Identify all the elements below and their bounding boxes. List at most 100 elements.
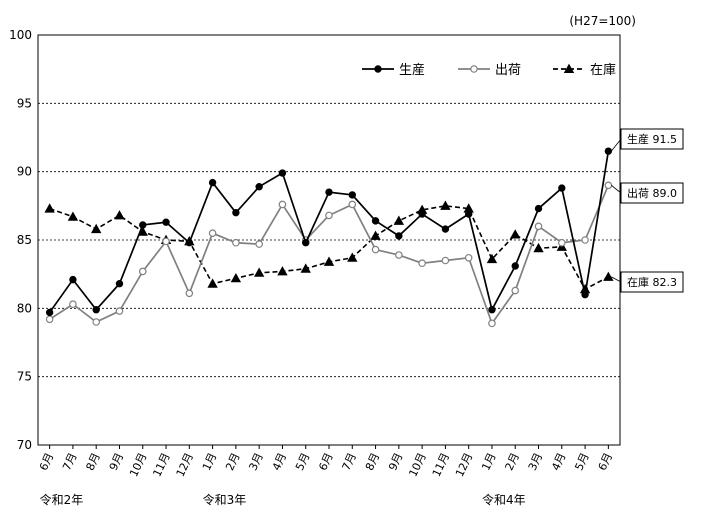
callout-leader <box>611 185 622 194</box>
y-tick-label: 80 <box>17 301 32 315</box>
data-point <box>488 306 496 314</box>
legend-marker <box>470 65 478 73</box>
x-tick-label: 4月 <box>270 451 289 473</box>
legend-label: 生産 <box>399 62 425 78</box>
y-tick-label: 90 <box>17 165 32 179</box>
data-point <box>162 237 170 246</box>
data-point <box>277 266 288 276</box>
data-point <box>440 200 451 210</box>
data-point <box>115 307 124 315</box>
x-tick-label: 10月 <box>406 451 428 479</box>
data-point <box>533 242 544 253</box>
data-point <box>325 188 333 196</box>
data-point <box>534 204 543 213</box>
data-point <box>395 232 403 240</box>
data-point <box>603 271 614 281</box>
data-point <box>45 315 54 324</box>
data-point <box>510 229 521 239</box>
data-point <box>418 259 426 268</box>
callout-box <box>620 128 684 150</box>
data-point <box>162 218 170 226</box>
data-point <box>604 181 613 190</box>
data-point <box>91 223 102 234</box>
legend-marker <box>374 65 382 73</box>
data-point <box>348 191 356 199</box>
data-point <box>230 272 242 283</box>
series-layer <box>44 147 614 328</box>
data-point <box>511 262 519 270</box>
data-point <box>207 278 218 288</box>
data-point <box>302 239 310 247</box>
x-tick-label: 12月 <box>174 451 196 479</box>
x-tick-label: 9月 <box>386 451 405 473</box>
x-tick-label: 11月 <box>430 451 452 479</box>
series-line <box>49 185 610 326</box>
data-point <box>255 183 263 191</box>
data-point <box>253 267 265 277</box>
x-tick-label: 8月 <box>84 451 103 473</box>
data-point <box>92 318 101 326</box>
data-point <box>581 236 589 244</box>
data-point <box>255 240 263 248</box>
data-point <box>300 263 311 273</box>
data-point <box>67 211 79 221</box>
data-point <box>323 256 335 266</box>
y-tick-label: 100 <box>9 28 32 42</box>
callout-box <box>620 271 684 293</box>
era-label: 令和4年 <box>482 492 526 507</box>
data-point <box>464 210 473 218</box>
data-point <box>69 275 77 284</box>
callout-leader <box>611 276 622 283</box>
data-point <box>371 245 380 254</box>
data-point <box>557 238 566 247</box>
data-point <box>69 300 77 309</box>
data-point <box>232 238 240 247</box>
callout-label: 生産 91.5 <box>627 132 677 146</box>
data-point <box>185 239 194 247</box>
data-point <box>511 286 520 295</box>
data-point <box>486 253 498 264</box>
data-point <box>348 200 357 209</box>
x-tick-label: 6月 <box>316 451 335 473</box>
data-point <box>441 256 450 265</box>
data-point <box>371 217 380 225</box>
data-point <box>92 306 100 314</box>
data-point <box>45 308 54 317</box>
callout-box <box>620 182 684 204</box>
data-point <box>488 319 496 328</box>
x-tick-label: 9月 <box>107 451 126 473</box>
legend-label: 出荷 <box>495 63 521 78</box>
x-tick-label: 7月 <box>60 451 79 473</box>
x-tick-label: 5月 <box>293 451 312 473</box>
data-point <box>441 225 450 233</box>
callout-label: 在庫 82.3 <box>627 275 677 289</box>
callout: 在庫 82.3 <box>611 271 684 293</box>
data-point <box>558 184 566 192</box>
era-label: 令和3年 <box>203 492 247 507</box>
callout-leader <box>611 138 622 152</box>
end-callouts: 生産 91.5 出荷 89.0 在庫 82.3 <box>611 128 684 293</box>
x-tick-label: 3月 <box>246 451 265 473</box>
data-point <box>139 221 147 229</box>
legend-marker <box>563 63 575 73</box>
data-point <box>347 252 358 262</box>
legend-entry: 在庫 <box>553 63 616 78</box>
y-tick-label: 95 <box>17 96 32 110</box>
data-point <box>370 230 381 240</box>
series-1 <box>45 181 613 328</box>
data-point <box>604 147 613 155</box>
data-point <box>115 280 124 288</box>
data-point <box>208 178 217 187</box>
x-tick-label: 2月 <box>223 451 242 473</box>
data-point <box>325 211 333 220</box>
data-point <box>418 210 426 218</box>
y-tick-label: 75 <box>17 370 32 384</box>
y-tick-label: 70 <box>17 438 32 452</box>
x-tick-label: 5月 <box>572 451 591 473</box>
data-point <box>208 229 217 237</box>
x-tick-label: 4月 <box>549 451 568 473</box>
x-tick-label: 7月 <box>340 451 359 473</box>
